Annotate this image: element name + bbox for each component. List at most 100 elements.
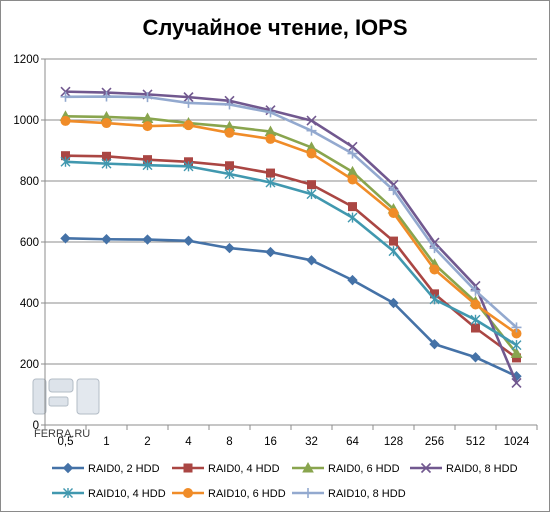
data-point — [183, 161, 194, 172]
series-5 — [60, 156, 522, 351]
legend-item: RAID0, 4 HDD — [172, 463, 280, 475]
legend-label: RAID10, 8 HDD — [328, 488, 406, 500]
data-point — [224, 168, 235, 179]
data-point — [306, 148, 317, 159]
data-point — [306, 255, 317, 266]
data-point — [265, 177, 276, 188]
data-point — [388, 185, 399, 196]
data-point — [142, 160, 153, 171]
legend-label: RAID0, 8 HDD — [446, 463, 518, 475]
x-tick-label: 0,5 — [58, 436, 74, 448]
data-point — [470, 285, 481, 296]
x-tick-label: 4 — [185, 436, 192, 448]
legend-label: RAID0, 4 HDD — [208, 463, 280, 475]
x-tick-label: 2 — [144, 436, 150, 448]
series-line — [65, 154, 518, 359]
data-point — [347, 148, 358, 159]
legend-marker — [63, 488, 73, 498]
data-point — [183, 92, 194, 103]
x-tick-label: 32 — [305, 436, 318, 448]
data-point — [142, 121, 153, 132]
data-point — [101, 118, 112, 129]
x-tick-label: 64 — [346, 436, 359, 448]
legend-marker — [183, 463, 193, 473]
data-point — [429, 338, 440, 350]
data-point — [510, 347, 523, 358]
data-point — [511, 322, 522, 333]
data-point — [388, 208, 399, 219]
data-point — [347, 274, 358, 286]
grid-layer — [45, 58, 537, 365]
data-point — [225, 161, 234, 171]
data-point — [265, 246, 276, 258]
series-1 — [60, 233, 522, 382]
data-point — [388, 297, 399, 309]
chart-title: Случайное чтение, IOPS — [142, 15, 407, 40]
data-point — [429, 243, 440, 254]
data-point — [183, 235, 194, 246]
legend: RAID0, 2 HDD RAID0, 4 HDD RAID0, 6 HDD RAID… — [52, 461, 518, 500]
data-point — [470, 299, 481, 310]
data-point — [347, 212, 358, 223]
data-point — [306, 189, 317, 200]
data-point — [183, 97, 194, 108]
series-line — [65, 95, 518, 329]
data-point — [348, 202, 357, 212]
data-point — [60, 233, 71, 244]
series-line — [65, 237, 518, 378]
series-3 — [59, 110, 523, 358]
data-point — [142, 234, 153, 245]
y-tick-label: 400 — [20, 298, 39, 310]
y-tick-label: 0 — [33, 420, 39, 432]
data-point — [265, 107, 276, 118]
data-point — [347, 174, 358, 185]
data-point — [347, 141, 358, 152]
legend-marker — [302, 461, 314, 473]
y-tick-label: 200 — [20, 359, 39, 371]
y-tick-label: 800 — [20, 176, 39, 188]
axes-layer: 0 200 400 600 800 1000 1200 0,5 1 2 4 8 16 32 64 128 256… — [13, 54, 538, 448]
y-tick-label: 1200 — [13, 54, 39, 66]
legend-marker — [62, 462, 74, 474]
data-point — [101, 158, 112, 169]
legend-label: RAID0, 2 HDD — [88, 463, 160, 475]
data-point — [60, 156, 71, 167]
legend-item: RAID10, 4 HDD — [52, 488, 166, 500]
data-point — [266, 168, 275, 178]
data-point — [60, 91, 71, 102]
data-point — [224, 242, 235, 254]
legend-label: RAID0, 6 HDD — [328, 463, 400, 475]
data-point — [60, 115, 71, 126]
data-point — [101, 234, 112, 245]
series-line — [65, 90, 518, 384]
data-point — [389, 236, 398, 246]
data-point — [470, 314, 481, 325]
series-4 — [60, 86, 522, 388]
legend-item: RAID0, 2 HDD — [52, 462, 160, 475]
data-point — [471, 323, 480, 333]
x-tick-label: 1 — [103, 436, 109, 448]
watermark-text: FERRA.RU — [34, 428, 90, 440]
legend-marker — [420, 462, 432, 474]
data-point — [511, 377, 522, 388]
series-6 — [60, 115, 522, 339]
legend-marker — [183, 488, 193, 498]
x-tick-label: 512 — [466, 436, 485, 448]
data-point — [307, 180, 316, 190]
legend-item: RAID0, 8 HDD — [410, 462, 518, 475]
data-point — [429, 264, 440, 275]
series-line — [65, 119, 518, 335]
legend-item: RAID10, 6 HDD — [172, 488, 286, 500]
series-line — [65, 115, 518, 355]
data-point — [60, 86, 71, 97]
data-point — [429, 294, 440, 305]
series-layer — [59, 86, 523, 388]
data-point — [101, 91, 112, 102]
legend-label: RAID10, 6 HDD — [208, 488, 286, 500]
data-point — [470, 352, 481, 363]
y-tick-label: 1000 — [13, 115, 39, 127]
x-tick-label: 1024 — [504, 436, 530, 448]
x-tick-label: 16 — [264, 436, 277, 448]
legend-item: RAID0, 6 HDD — [292, 461, 400, 475]
